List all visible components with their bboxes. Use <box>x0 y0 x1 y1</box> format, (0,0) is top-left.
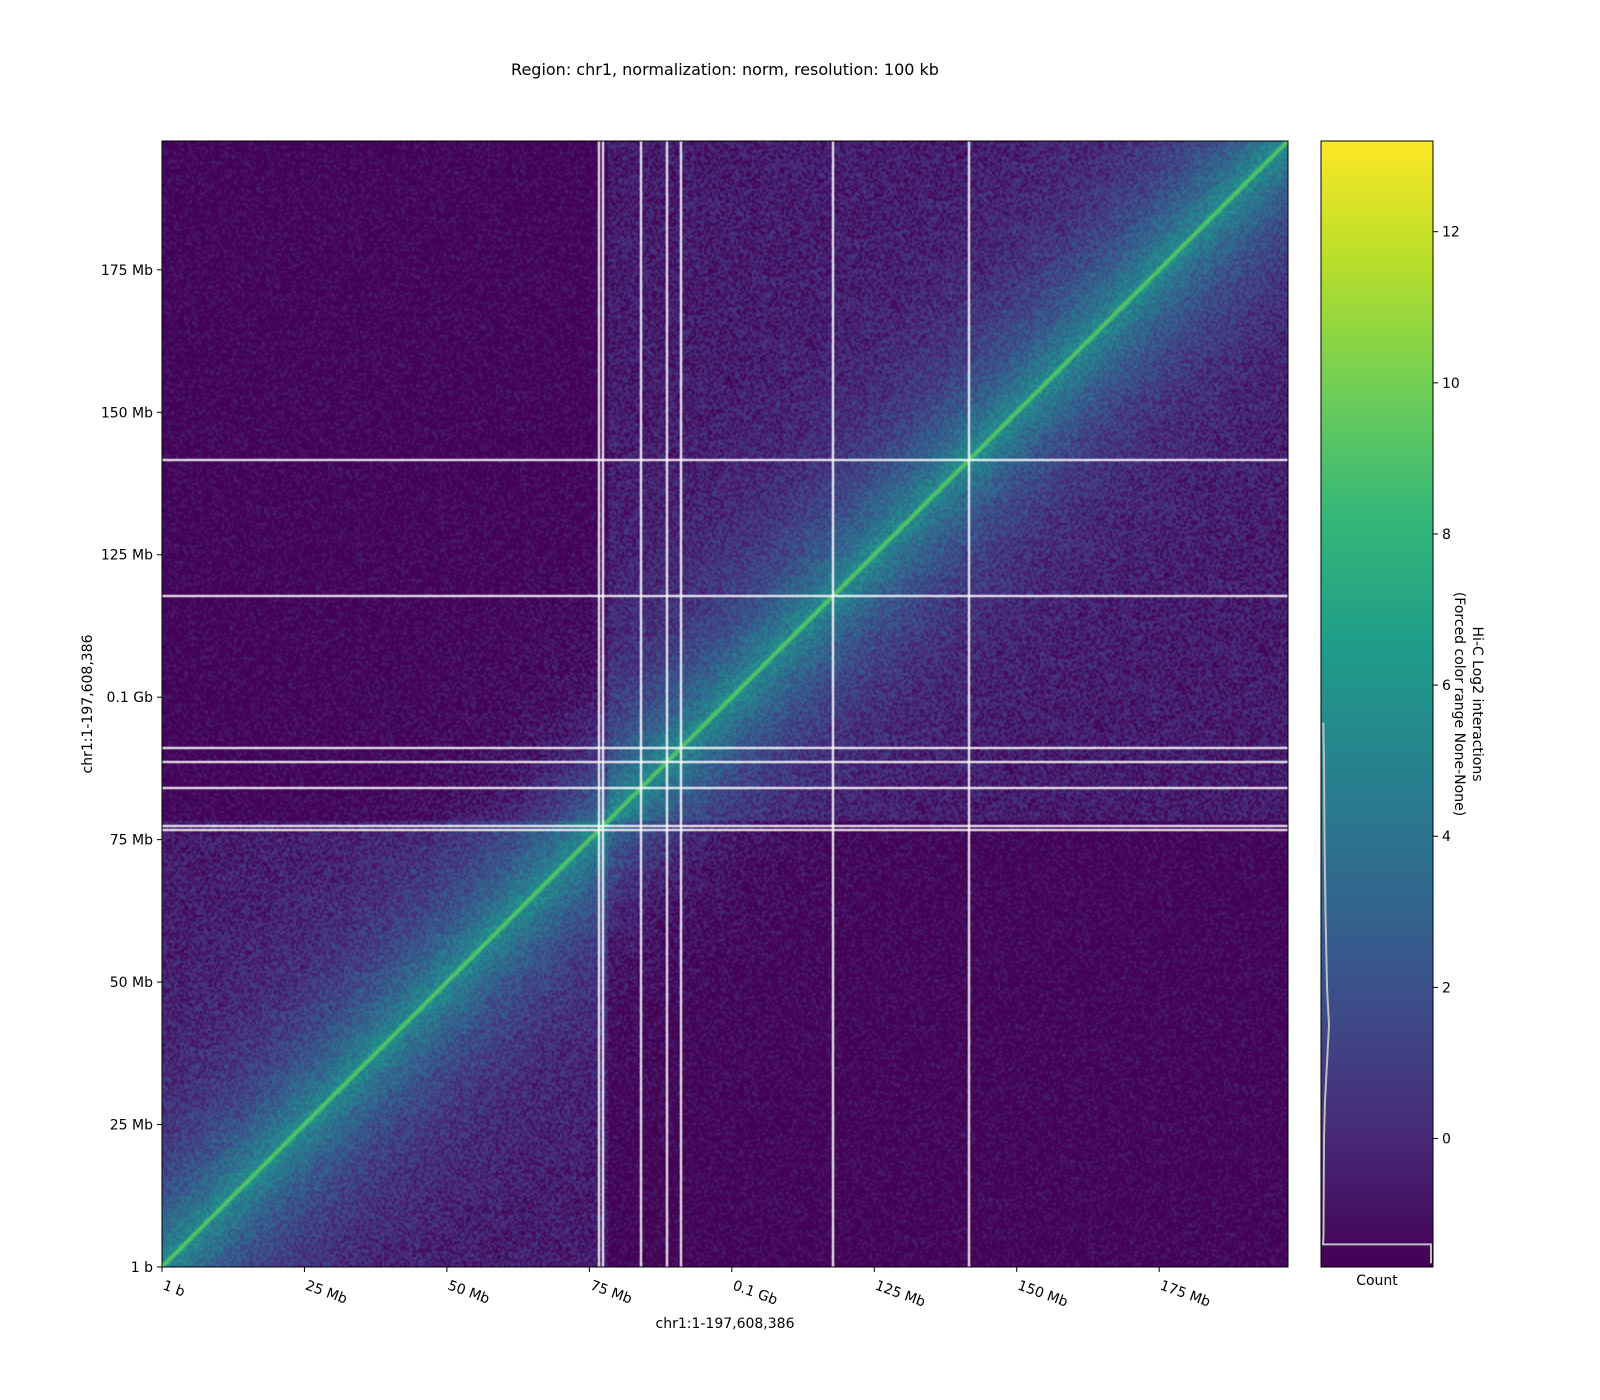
colorbar-tick-label: 4 <box>1442 829 1451 845</box>
x-tick-label: 125 Mb <box>873 1278 928 1311</box>
y-axis-ticks: 1 b 25 Mb 50 Mb 75 Mb 0.1 Gb 125 Mb 150 Mb 175 … <box>101 263 162 1276</box>
x-tick-label: 50 Mb <box>446 1278 492 1308</box>
colorbar-tick-label: 10 <box>1442 376 1460 392</box>
y-tick-label: 75 Mb <box>110 833 153 849</box>
x-tick-label: 1 b <box>161 1278 187 1301</box>
colorbar-xlabel: Count <box>1356 1273 1398 1289</box>
colorbar-tick-label: 2 <box>1442 980 1451 996</box>
colorbar-tick-label: 12 <box>1442 225 1460 241</box>
y-tick-label: 175 Mb <box>101 263 153 279</box>
colorbar-tick-label: 8 <box>1442 527 1451 543</box>
x-tick-label: 25 Mb <box>303 1278 349 1308</box>
heatmap-image <box>162 141 1288 1267</box>
colorbar-ticks: 0 2 4 6 8 10 12 <box>1433 225 1460 1148</box>
chart-title: Region: chr1, normalization: norm, resol… <box>511 60 939 79</box>
x-axis-ticks: 1 b 25 Mb 50 Mb 75 Mb 0.1 Gb 125 Mb 150 Mb 175 … <box>161 1267 1213 1311</box>
y-tick-label: 125 Mb <box>101 548 153 564</box>
x-tick-label: 175 Mb <box>1158 1278 1213 1311</box>
y-tick-label: 25 Mb <box>110 1118 153 1134</box>
colorbar-label-line2: (Forced color range None-None) <box>1451 592 1467 816</box>
colorbar-tick-label: 6 <box>1442 678 1451 694</box>
x-tick-label: 75 Mb <box>588 1278 634 1308</box>
y-tick-label: 1 b <box>131 1260 153 1276</box>
y-tick-label: 150 Mb <box>101 405 153 421</box>
y-axis-label: chr1:1-197,608,386 <box>80 634 96 773</box>
colorbar-gradient <box>1321 141 1433 1267</box>
x-axis-label: chr1:1-197,608,386 <box>656 1316 795 1332</box>
x-tick-label: 0.1 Gb <box>730 1278 779 1309</box>
colorbar-tick-label: 0 <box>1442 1132 1451 1148</box>
y-tick-label: 50 Mb <box>110 975 153 991</box>
x-tick-label: 150 Mb <box>1015 1278 1070 1311</box>
colorbar-label-line1: Hi-C Log2 interactions <box>1469 626 1485 781</box>
y-tick-label: 0.1 Gb <box>107 690 154 706</box>
